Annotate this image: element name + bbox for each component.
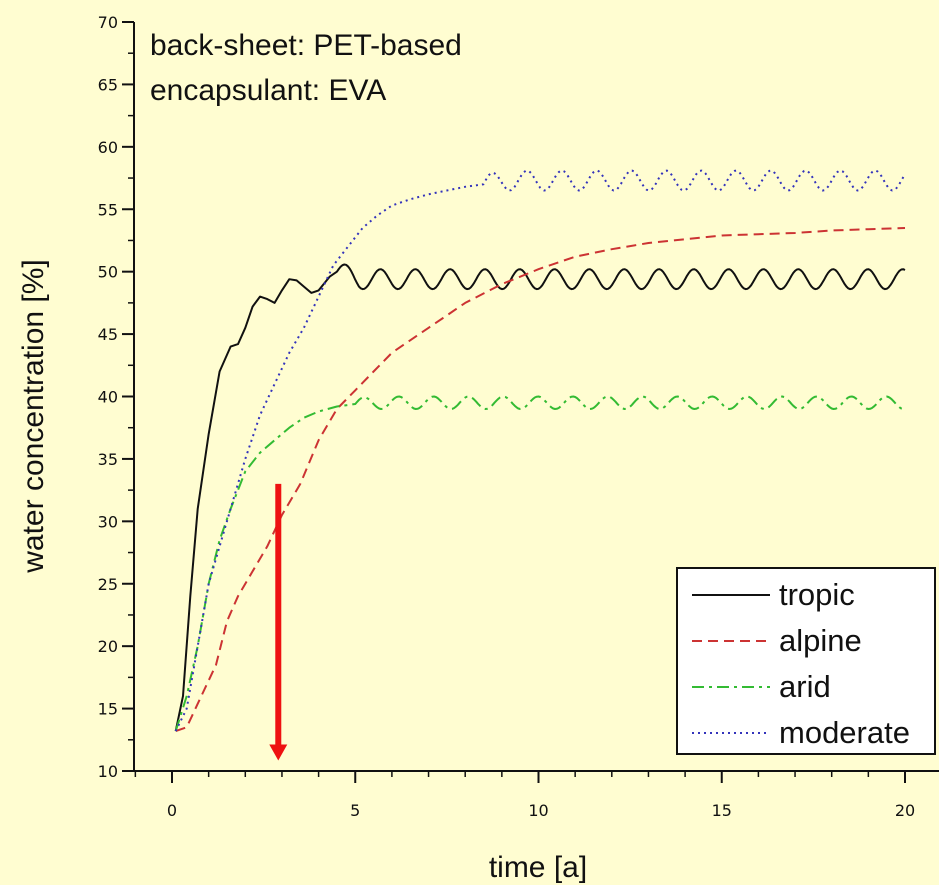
x-tick-label: 15 bbox=[712, 801, 732, 820]
legend-label-tropic: tropic bbox=[779, 577, 855, 612]
y-tick-label: 30 bbox=[98, 512, 118, 531]
y-tick-label: 40 bbox=[98, 388, 118, 407]
y-tick-label: 70 bbox=[98, 13, 118, 32]
x-tick-label: 5 bbox=[350, 801, 360, 820]
y-tick-label: 65 bbox=[98, 75, 118, 94]
y-tick-label: 50 bbox=[98, 263, 118, 282]
x-tick-label: 20 bbox=[895, 801, 915, 820]
y-axis-label: water concentration [%] bbox=[17, 259, 50, 574]
x-axis-label: time [a] bbox=[489, 851, 587, 884]
legend-label-arid: arid bbox=[779, 669, 831, 704]
annotation-backsheet: back-sheet: PET-based bbox=[150, 29, 462, 62]
y-tick-label: 20 bbox=[98, 637, 118, 656]
x-tick-label: 0 bbox=[167, 801, 177, 820]
y-tick-label: 15 bbox=[98, 700, 118, 719]
y-tick-label: 10 bbox=[98, 762, 118, 781]
legend-label-alpine: alpine bbox=[779, 623, 862, 658]
x-tick-label: 10 bbox=[528, 801, 548, 820]
y-tick-label: 25 bbox=[98, 575, 118, 594]
y-tick-label: 60 bbox=[98, 138, 118, 157]
y-tick-label: 35 bbox=[98, 450, 118, 469]
annotation-encapsulant: encapsulant: EVA bbox=[150, 74, 386, 107]
legend-label-moderate: moderate bbox=[779, 715, 910, 750]
legend: tropic alpine arid moderate bbox=[677, 568, 935, 754]
y-tick-label: 55 bbox=[98, 200, 118, 219]
y-tick-label: 45 bbox=[98, 325, 118, 344]
